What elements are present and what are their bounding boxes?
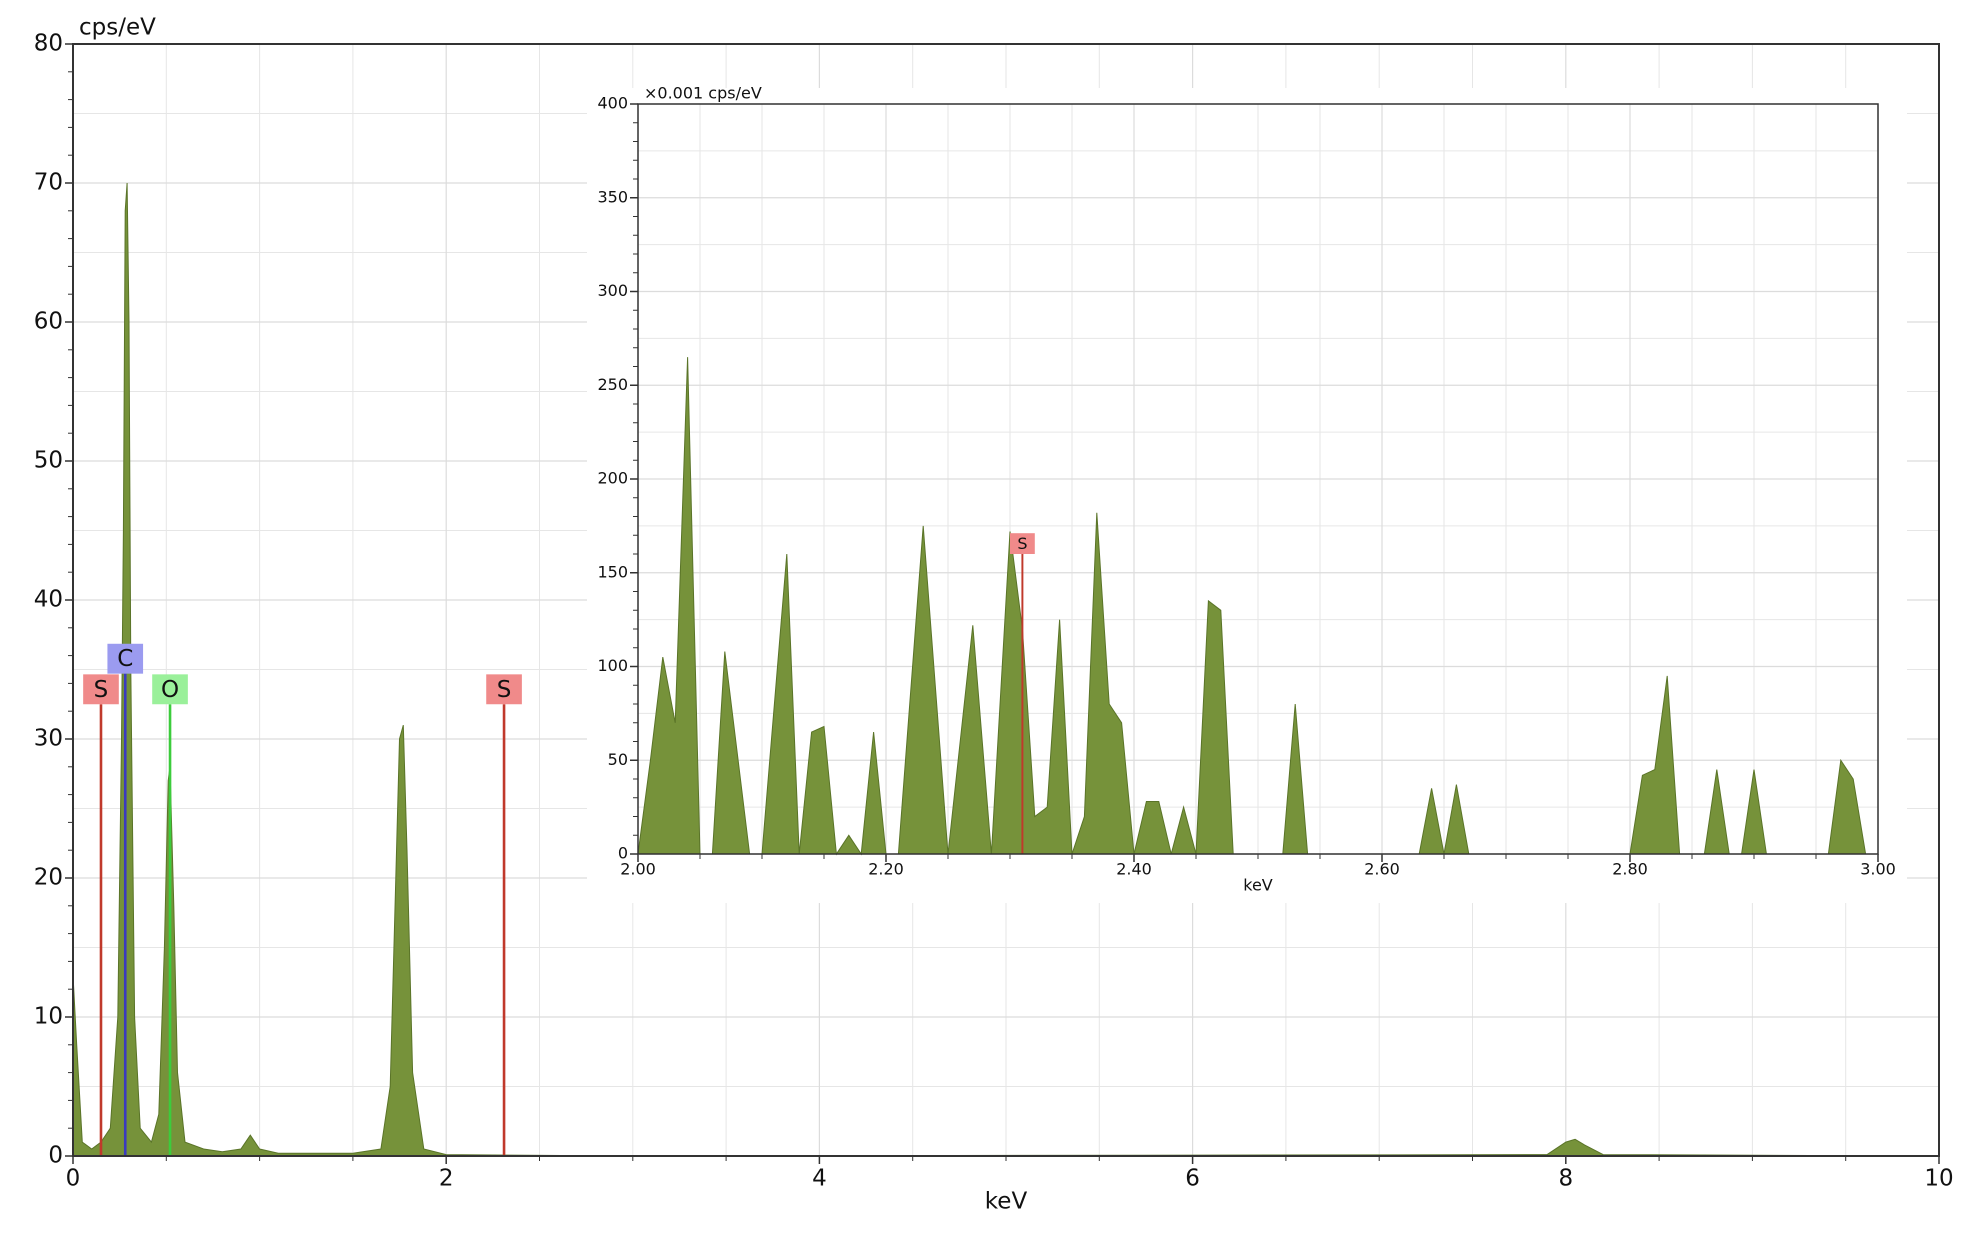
chart-panel: 2.00 2.20 2.40 2.60 2.80 3.00 0 50 100 150 200 250 3… (587, 84, 1907, 903)
y-tick-label: 10 (34, 1004, 63, 1030)
element-label-box (152, 674, 188, 705)
x-tick-label: 0 (66, 1166, 81, 1192)
y-axis-label: cps/eV (79, 15, 156, 41)
y-tick-label: 300 (597, 281, 628, 300)
y-tick-label: 0 (48, 1143, 63, 1169)
x-tick-label: 2.80 (1612, 860, 1648, 879)
element-label: S (497, 677, 512, 703)
y-tick-label: 200 (597, 469, 628, 488)
x-tick-label: 2.40 (1116, 860, 1152, 879)
y-tick-label: 80 (34, 31, 63, 57)
plot-frame (72, 43, 1940, 1157)
x-tick-label: 4 (812, 1166, 827, 1192)
x-tick-label: 6 (1185, 1166, 1200, 1192)
x-tick-label: 2 (439, 1166, 454, 1192)
y-tick-label: 50 (34, 448, 63, 474)
y-tick-label: 40 (34, 587, 63, 613)
y-tick-label: 250 (597, 375, 628, 394)
y-tick-label: 0 (618, 844, 628, 863)
y-tick-label: 150 (597, 562, 628, 581)
y-axis-label: ×0.001 cps/eV (644, 84, 762, 103)
y-tick-label: 400 (597, 94, 628, 113)
element-label-box (1010, 533, 1035, 554)
element-label-box (107, 643, 144, 674)
y-tick-label: 100 (597, 656, 628, 675)
x-tick-label: 3.00 (1860, 860, 1896, 879)
x-tick-label: 2.20 (868, 860, 904, 879)
x-tick-label: 8 (1558, 1166, 1573, 1192)
x-axis-label: keV (1243, 876, 1273, 895)
inset-background (587, 88, 1907, 903)
element-label: O (161, 677, 179, 703)
y-tick-label: 30 (34, 726, 63, 752)
element-label-box (83, 674, 119, 705)
element-label: S (94, 677, 109, 703)
y-tick-label: 50 (608, 750, 628, 769)
y-tick-label: 350 (597, 187, 628, 206)
x-tick-label: 2.60 (1364, 860, 1400, 879)
x-axis-label: keV (985, 1189, 1028, 1215)
element-label: C (117, 646, 133, 672)
x-tick-label: 10 (1924, 1166, 1953, 1192)
y-tick-label: 70 (34, 170, 63, 196)
plot-frame (637, 103, 1879, 855)
spectrum-area (72, 182, 1940, 1157)
y-tick-label: 20 (34, 865, 63, 891)
x-tick-label: 2.00 (620, 860, 656, 879)
element-label: S (1017, 534, 1027, 553)
y-tick-label: 60 (34, 309, 63, 335)
element-label-box (486, 674, 522, 705)
